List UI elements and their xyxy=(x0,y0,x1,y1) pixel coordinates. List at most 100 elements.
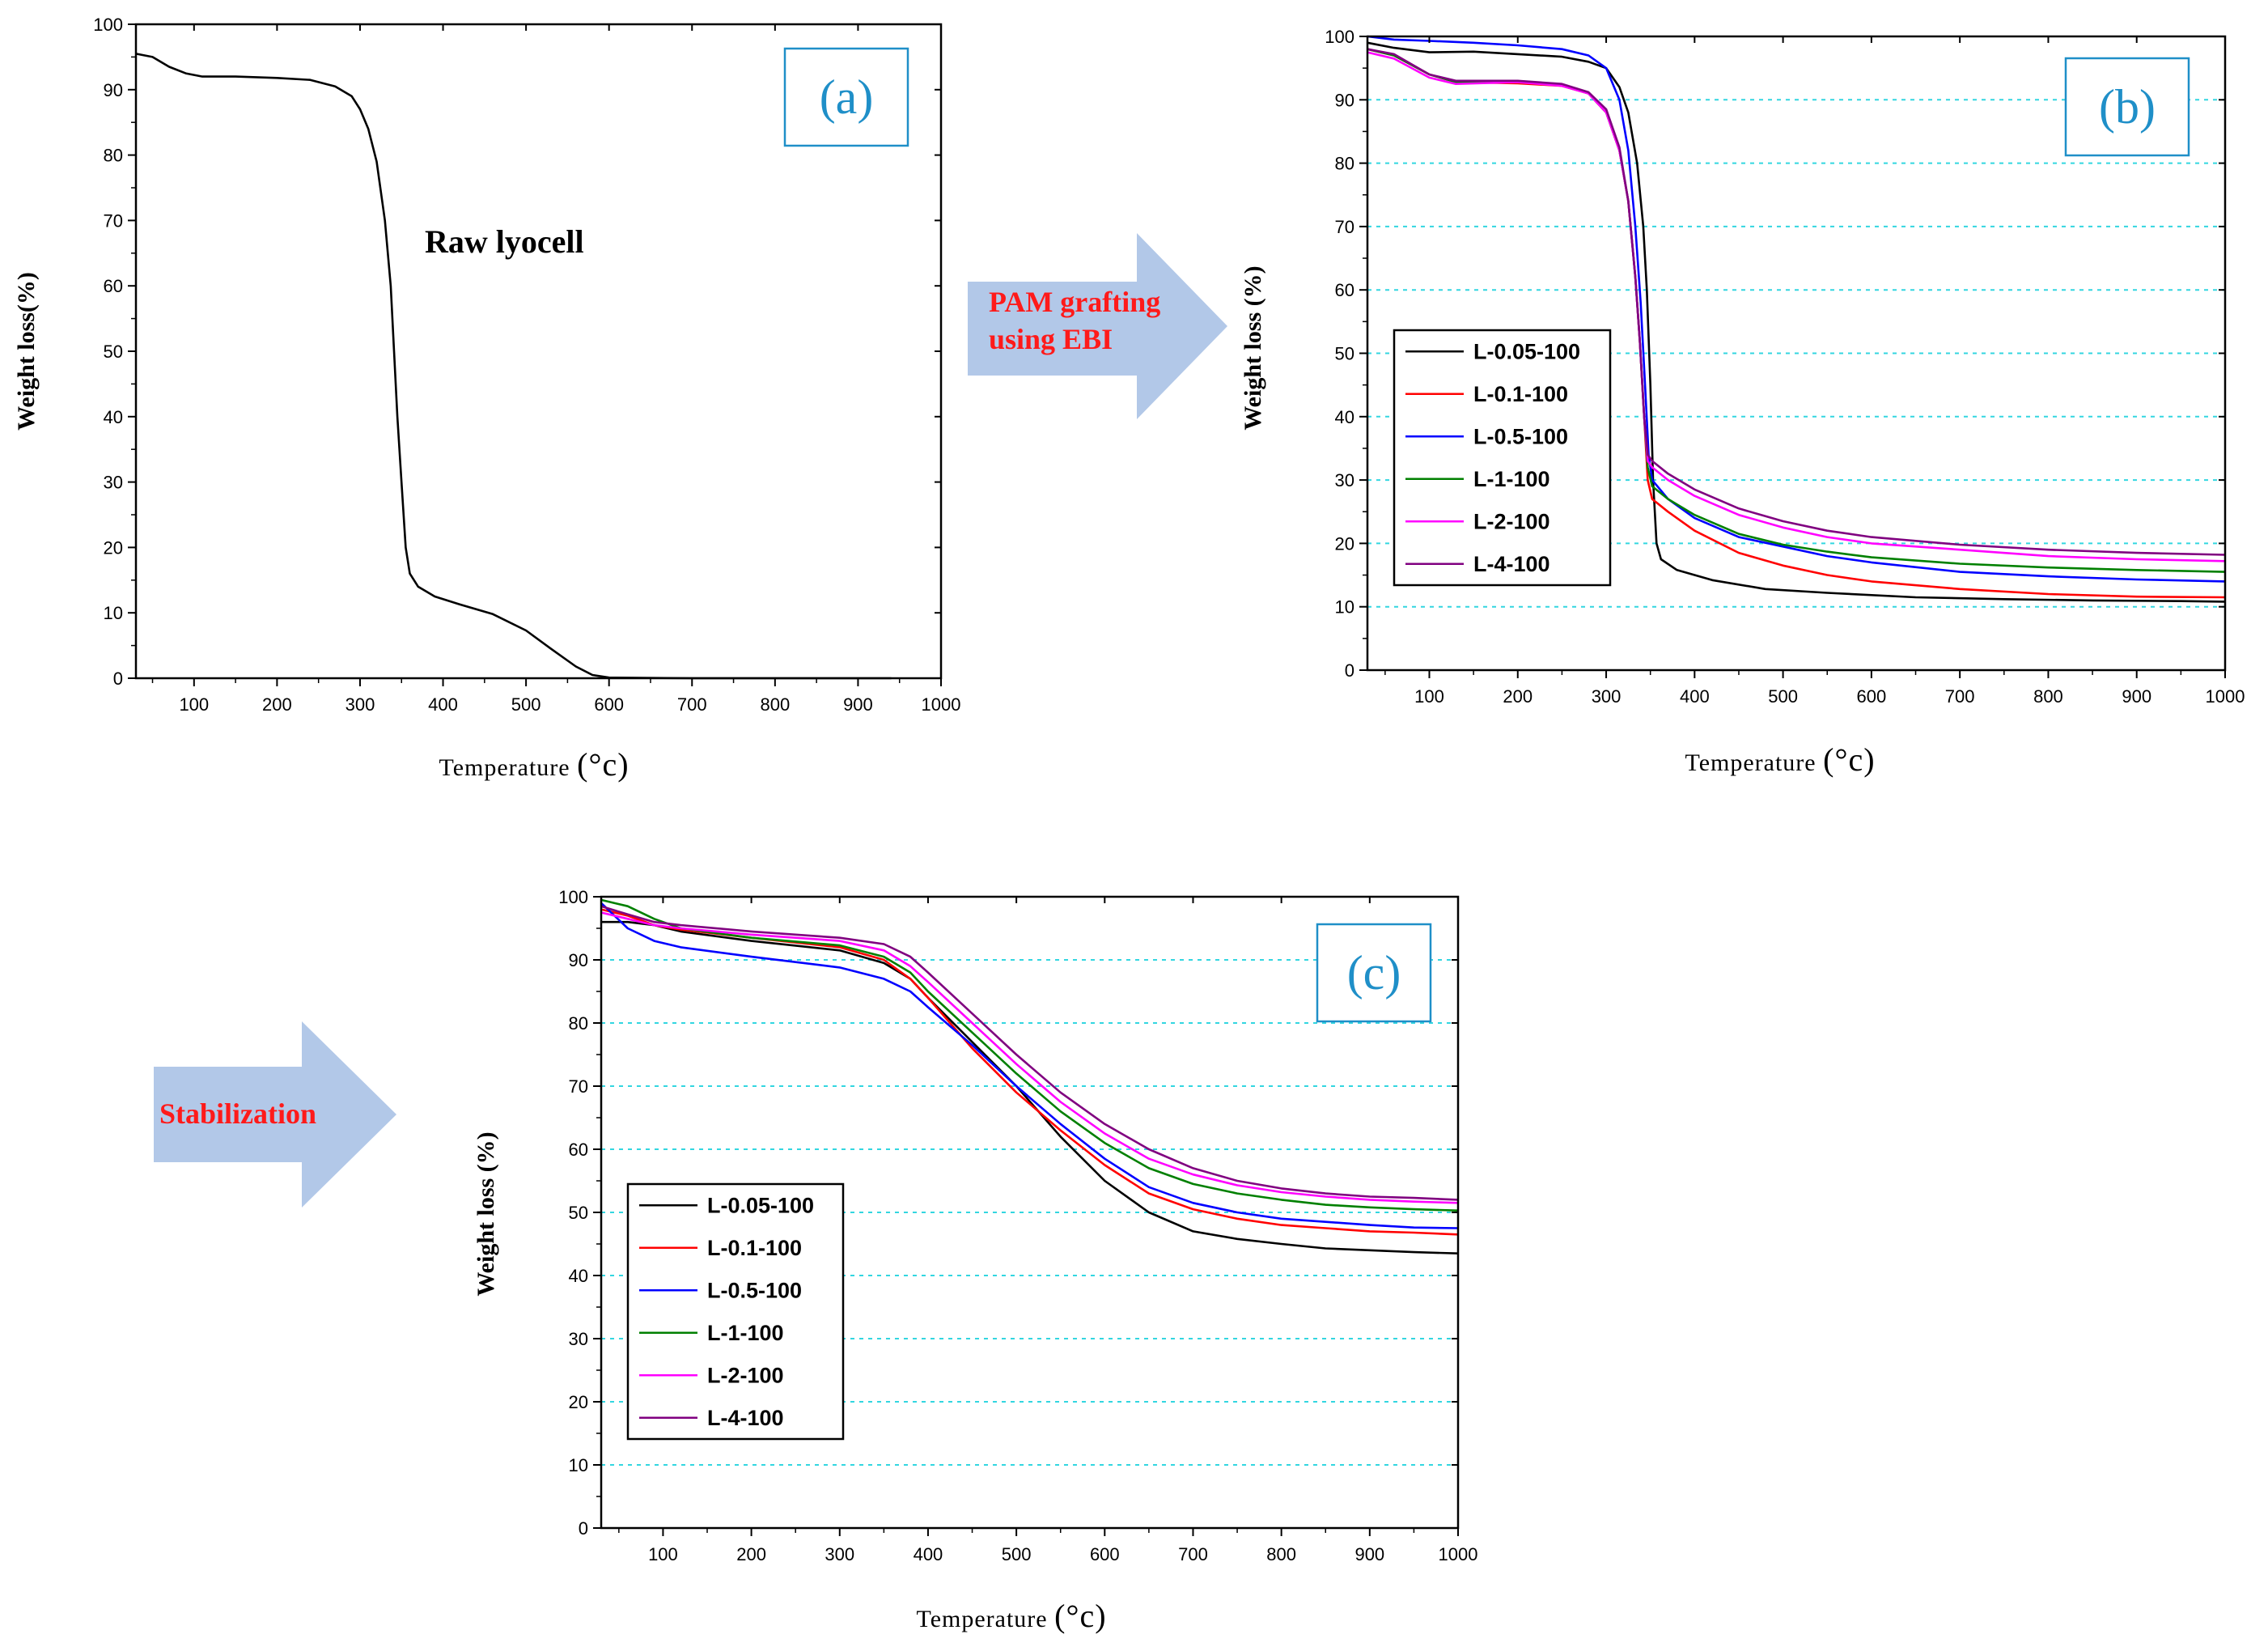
y-tick-label: 60 xyxy=(569,1140,588,1160)
y-tick-label: 80 xyxy=(1335,154,1354,174)
legend: L-0.05-100 L-0.1-100 L-0.5-100 L-1-100 L-2-1… xyxy=(626,1182,845,1441)
x-axis-label-text: Temperature xyxy=(439,754,577,781)
legend-entry: L-2-100 xyxy=(1405,509,1550,533)
process-arrow-2: Stabilization xyxy=(154,1021,396,1208)
y-tick-label: 90 xyxy=(104,80,123,100)
y-tick-label: 90 xyxy=(569,950,588,970)
x-axis-label: Temperature (°c) xyxy=(1685,741,1875,778)
arrow-head xyxy=(302,1021,396,1208)
series-group xyxy=(1367,35,2226,603)
x-tick-label: 600 xyxy=(1857,686,1887,707)
x-tick-label: 200 xyxy=(736,1544,766,1564)
legend-label: L-0.5-100 xyxy=(1473,424,1568,448)
y-tick-label: 60 xyxy=(104,276,123,296)
legend-label: L-0.05-100 xyxy=(707,1193,814,1217)
x-axis-label-text: Temperature xyxy=(1685,749,1823,776)
y-tick-label: 20 xyxy=(104,537,123,558)
legend: L-0.05-100 L-0.1-100 L-0.5-100 L-1-100 L-2-1… xyxy=(1393,329,1612,587)
x-tick-label: 400 xyxy=(428,694,458,715)
series-line-L-2-100 xyxy=(600,911,1459,1204)
axis-ticks: 100 200 300 400 500 600 700 800 900 1000 0 10 20 30 40… xyxy=(93,15,960,715)
legend-label: L-1-100 xyxy=(707,1321,784,1345)
y-tick-label: 0 xyxy=(1345,660,1354,681)
x-tick-label: 700 xyxy=(1945,686,1975,707)
legend-entry: L-1-100 xyxy=(639,1321,784,1345)
axis-ticks: 100 200 300 400 500 600 700 800 900 1000 0 10 20 30 40… xyxy=(1325,27,2245,707)
series-group xyxy=(600,898,1459,1254)
x-tick-label: 900 xyxy=(843,694,873,715)
x-axis-label-unit: (°c) xyxy=(577,746,629,783)
x-tick-label: 400 xyxy=(1680,686,1710,707)
chart-panel-b: 100 200 300 400 500 600 700 800 900 1000 0 10 20 30 40… xyxy=(1240,27,2245,778)
y-tick-label: 60 xyxy=(1335,280,1354,300)
y-tick-label: 30 xyxy=(1335,470,1354,490)
y-tick-label: 50 xyxy=(1335,344,1354,364)
panel-tag-box xyxy=(2064,57,2190,157)
series-line-L-0.05-100 xyxy=(1367,41,2226,603)
legend-entry: L-0.05-100 xyxy=(639,1193,814,1217)
x-tick-label: 500 xyxy=(1768,686,1798,707)
y-tick-label: 30 xyxy=(104,473,123,493)
y-tick-label: 70 xyxy=(1335,217,1354,237)
y-tick-label: 0 xyxy=(113,669,123,689)
x-tick-label: 900 xyxy=(1354,1544,1384,1564)
x-axis-label-text: Temperature xyxy=(916,1606,1054,1632)
y-tick-label: 100 xyxy=(558,887,588,907)
arrow-label-line: using EBI xyxy=(989,323,1113,355)
legend-label: L-4-100 xyxy=(1473,552,1550,576)
legend-label: L-0.05-100 xyxy=(1473,339,1580,363)
legend-label: L-2-100 xyxy=(707,1363,784,1387)
panel-tag-box xyxy=(1316,923,1432,1023)
legend-entry: L-0.1-100 xyxy=(639,1236,802,1260)
y-tick-label: 40 xyxy=(104,407,123,427)
chart-panel-c: 100 200 300 400 500 600 700 800 900 1000 0 10 20 30 40… xyxy=(473,887,1477,1634)
legend-label: L-0.1-100 xyxy=(707,1236,802,1260)
y-axis-label: Weight loss(%) xyxy=(13,272,40,431)
y-tick-label: 20 xyxy=(569,1392,588,1412)
y-tick-label: 70 xyxy=(569,1076,588,1097)
x-tick-label: 200 xyxy=(1503,686,1532,707)
x-tick-label: 300 xyxy=(345,694,375,715)
y-tick-label: 10 xyxy=(569,1455,588,1475)
x-tick-label: 300 xyxy=(1592,686,1622,707)
x-tick-label: 1000 xyxy=(1439,1544,1478,1564)
legend-label: L-4-100 xyxy=(707,1406,784,1430)
x-tick-label: 300 xyxy=(825,1544,854,1564)
x-tick-label: 600 xyxy=(594,694,624,715)
series-line-L-4-100 xyxy=(600,905,1459,1201)
legend-label: L-2-100 xyxy=(1473,509,1550,533)
chart-panel-a: 100 200 300 400 500 600 700 800 900 1000 0 10 20 30 40… xyxy=(13,15,960,783)
y-axis-label: Weight loss (%) xyxy=(1240,265,1266,430)
y-tick-label: 50 xyxy=(104,342,123,362)
y-tick-label: 90 xyxy=(1335,90,1354,110)
y-tick-label: 80 xyxy=(569,1013,588,1034)
y-tick-label: 100 xyxy=(1325,27,1354,47)
x-tick-label: 1000 xyxy=(2206,686,2245,707)
x-tick-label: 700 xyxy=(677,694,707,715)
legend-entry: L-1-100 xyxy=(1405,467,1550,491)
arrow-label-line: Stabilization xyxy=(159,1097,316,1130)
x-tick-label: 600 xyxy=(1090,1544,1120,1564)
y-tick-label: 80 xyxy=(104,146,123,166)
y-tick-label: 20 xyxy=(1335,533,1354,554)
legend-box xyxy=(626,1182,845,1441)
x-tick-label: 500 xyxy=(1002,1544,1032,1564)
arrow-shaft xyxy=(154,1067,302,1162)
x-axis-label-unit: (°c) xyxy=(1823,741,1875,778)
x-tick-label: 800 xyxy=(2033,686,2063,707)
x-tick-label: 500 xyxy=(511,694,541,715)
legend-label: L-0.5-100 xyxy=(707,1278,802,1302)
legend-entry: L-0.5-100 xyxy=(1405,424,1568,448)
series-line-Raw lyocell xyxy=(135,53,892,680)
panel-tag: (c) xyxy=(1347,946,1401,1000)
y-tick-label: 0 xyxy=(579,1518,588,1539)
x-tick-label: 100 xyxy=(1414,686,1444,707)
chart-annotation: Raw lyocell xyxy=(425,223,584,260)
legend-box xyxy=(1393,329,1612,587)
series-line-L-0.5-100 xyxy=(600,902,1459,1229)
y-tick-label: 40 xyxy=(1335,407,1354,427)
panel-tag-box xyxy=(783,47,909,147)
y-tick-label: 50 xyxy=(569,1203,588,1223)
legend-entry: L-2-100 xyxy=(639,1363,784,1387)
